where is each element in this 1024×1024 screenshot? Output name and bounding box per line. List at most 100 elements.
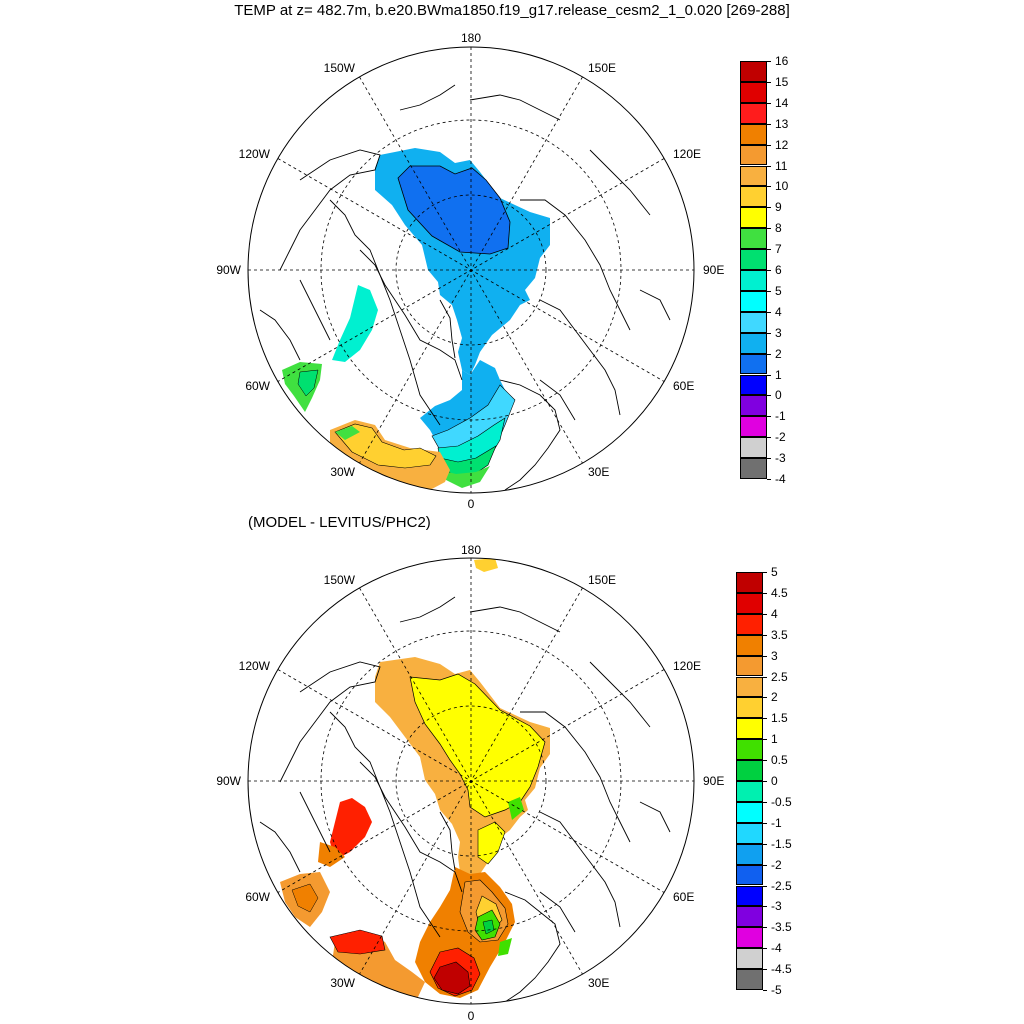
bottom-colorbar-label: 3	[771, 648, 778, 663]
top-colorbar-label: 13	[775, 116, 789, 131]
top-colorbar-tick	[767, 61, 771, 62]
top-coastlines	[259, 84, 671, 491]
top-colorbar-tick	[767, 395, 771, 397]
bottom-colorbar-tick	[763, 697, 767, 699]
top-colorbar-label: 4	[775, 304, 782, 319]
top-colorbar-tick	[767, 416, 771, 418]
top-lon-label-120w: 120W	[239, 147, 271, 161]
bottom-colorbar-label: 1	[771, 732, 778, 747]
bottom-colorbar-label: -1.5	[771, 836, 792, 851]
top-colorbar-swatch	[740, 61, 767, 82]
bottom-colorbar-tick	[763, 655, 767, 657]
top-colorbar-label: 12	[775, 137, 789, 152]
top-lon-label-30w: 30W	[330, 465, 355, 479]
bottom-colorbar-swatch	[736, 781, 763, 802]
bottom-lon-label-180: 180	[461, 543, 481, 557]
top-lon-label-0: 0	[468, 497, 475, 511]
difference-subtitle: (MODEL - LEVITUS/PHC2)	[248, 514, 431, 531]
top-colorbar-tick	[767, 249, 771, 251]
bottom-colorbar-label: -0.5	[771, 794, 792, 809]
bottom-colorbar-swatch	[736, 760, 763, 781]
top-colorbar-tick	[767, 270, 771, 271]
top-colorbar-swatch	[740, 437, 767, 459]
bottom-colorbar-tick	[763, 676, 767, 678]
bottom-colorbar-swatch	[736, 969, 763, 990]
bottom-colorbar-swatch	[736, 718, 763, 740]
top-colorbar-label: 10	[775, 179, 789, 194]
top-colorbar-tick	[767, 186, 771, 188]
bottom-field-nordic-green-small	[498, 938, 512, 956]
top-colorbar-swatch	[740, 395, 767, 417]
bottom-colorbar-tick	[763, 822, 767, 824]
bottom-lon-label-120w: 120W	[239, 659, 271, 673]
bottom-lon-label-30w: 30W	[330, 976, 355, 990]
bottom-colorbar-label: 2.5	[771, 669, 788, 684]
bottom-colorbar-label: -2	[771, 857, 782, 872]
bottom-colorbar-tick	[763, 969, 767, 971]
bottom-colorbar-tick	[763, 801, 767, 803]
bottom-colorbar-label: 0	[771, 774, 778, 788]
bottom-field-arctic-green	[508, 797, 524, 820]
bottom-field-atlantic-red	[329, 929, 386, 955]
bottom-field-baffin-red	[330, 798, 372, 860]
bottom-colorbar-swatch	[736, 592, 763, 614]
top-lon-label-150e: 150E	[588, 61, 616, 75]
bottom-lon-label-30e: 30E	[588, 976, 609, 990]
bottom-graticule	[248, 558, 694, 1004]
top-graticule	[248, 47, 694, 493]
top-colorbar-label: 5	[775, 283, 782, 298]
top-colorbar-swatch	[740, 186, 767, 208]
bottom-lon-label-150w: 150W	[324, 573, 356, 587]
top-lon-label-120e: 120E	[673, 147, 701, 161]
top-field-baffin-bay	[332, 285, 378, 362]
top-lon-label-90w: 90W	[216, 263, 241, 277]
bottom-colorbar-swatch	[736, 634, 763, 656]
top-colorbar-tick	[767, 479, 771, 480]
top-colorbar-swatch	[740, 332, 767, 354]
bottom-colorbar-label: -1	[771, 815, 782, 830]
bottom-colorbar-tick	[763, 592, 767, 594]
top-colorbar-swatch	[740, 374, 767, 396]
bottom-colorbar-label: -3.5	[771, 920, 792, 935]
top-colorbar-label: -2	[775, 430, 786, 445]
bottom-field-fram-yellow	[477, 821, 506, 865]
top-colorbar-tick	[767, 165, 771, 167]
top-lon-label-90e: 90E	[703, 263, 724, 277]
top-polar-map: 180 0 150W 150E 120W 120E 90W 90E 60W 60…	[216, 31, 724, 511]
bottom-lon-label-60w: 60W	[245, 890, 270, 904]
top-field-labrador-inner	[297, 369, 319, 397]
top-colorbar-swatch	[740, 249, 767, 270]
bottom-colorbar-tick	[763, 927, 767, 929]
top-lon-label-60w: 60W	[245, 379, 270, 393]
top-colorbar-swatch	[740, 144, 767, 166]
top-field-arctic-core	[397, 165, 511, 255]
bottom-colorbar-label: 5	[771, 565, 778, 579]
bottom-colorbar-tick	[763, 885, 767, 887]
top-colorbar-label: 16	[775, 54, 789, 68]
top-colorbar-swatch	[740, 458, 767, 479]
bottom-colorbar-tick	[763, 739, 767, 741]
top-colorbar-label: 7	[775, 242, 782, 257]
bottom-colorbar-swatch	[736, 948, 763, 970]
top-map-border	[247, 46, 695, 494]
bottom-colorbar-tick	[763, 781, 767, 782]
top-colorbar-label: 3	[775, 325, 782, 340]
top-colorbar-label: 8	[775, 221, 782, 236]
bottom-lon-label-150e: 150E	[588, 573, 616, 587]
bottom-field-nordic-teal	[482, 919, 495, 935]
bottom-colorbar-tick	[763, 572, 767, 573]
top-colorbar-swatch	[740, 207, 767, 229]
bottom-colorbar-tick	[763, 864, 767, 866]
top-field-atlantic-yellow	[334, 423, 437, 469]
bottom-colorbar-label: -4.5	[771, 962, 792, 977]
bottom-colorbar-swatch	[736, 864, 763, 886]
top-colorbar-swatch	[740, 416, 767, 438]
bottom-colorbar-label: -2.5	[771, 878, 792, 893]
bottom-field-bering	[474, 558, 498, 572]
bottom-colorbar-label: 3.5	[771, 627, 788, 642]
bottom-colorbar-label: -4	[771, 941, 782, 956]
top-field-atlantic-green	[335, 426, 360, 440]
top-colorbar-label: 14	[775, 95, 789, 110]
bottom-polar-map: 180 0 150W 150E 120W 120E 90W 90E 60W 60…	[216, 543, 724, 1023]
bottom-colorbar-tick	[763, 990, 767, 991]
